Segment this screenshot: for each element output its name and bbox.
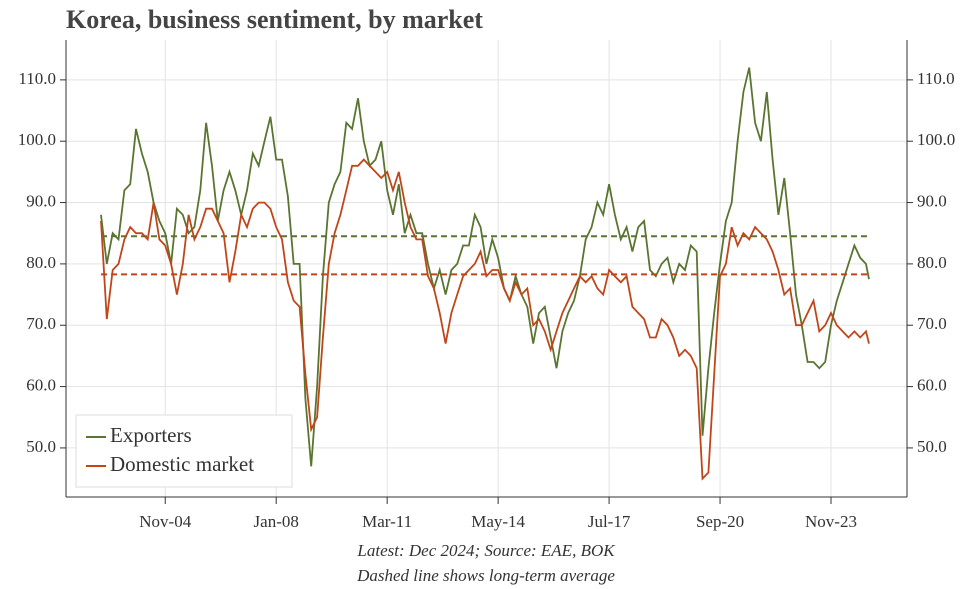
x-tick-label: Jan-08: [254, 512, 299, 531]
y2-tick-label: 50.0: [917, 437, 947, 456]
y-tick-label: 100.0: [18, 130, 56, 149]
y-tick-label: 50.0: [26, 437, 56, 456]
legend-label: Exporters: [110, 423, 192, 447]
y2-tick-label: 110.0: [917, 69, 955, 88]
x-tick-label: Sep-20: [696, 512, 744, 531]
y-tick-label: 60.0: [26, 375, 56, 394]
x-tick-label: Mar-11: [362, 512, 412, 531]
y-tick-label: 70.0: [26, 314, 56, 333]
y2-tick-label: 60.0: [917, 375, 947, 394]
x-tick-label: Nov-23: [805, 512, 857, 531]
y-tick-label: 90.0: [26, 191, 56, 210]
y-tick-label: 110.0: [18, 69, 56, 88]
y2-tick-label: 70.0: [917, 314, 947, 333]
x-tick-label: May-14: [471, 512, 525, 531]
note: Dashed line shows long-term average: [356, 566, 615, 585]
series-line: [100, 67, 870, 467]
y2-tick-label: 100.0: [917, 130, 955, 149]
x-tick-label: Jul-17: [588, 512, 631, 531]
legend-label: Domestic market: [110, 452, 254, 476]
chart-title: Korea, business sentiment, by market: [66, 5, 483, 34]
series-line: [100, 158, 870, 481]
y-tick-label: 80.0: [26, 253, 56, 272]
x-tick-label: Nov-04: [139, 512, 191, 531]
y2-tick-label: 80.0: [917, 253, 947, 272]
y2-tick-label: 90.0: [917, 191, 947, 210]
legend-box: [75, 414, 293, 488]
caption: Latest: Dec 2024; Source: EAE, BOK: [356, 541, 616, 560]
